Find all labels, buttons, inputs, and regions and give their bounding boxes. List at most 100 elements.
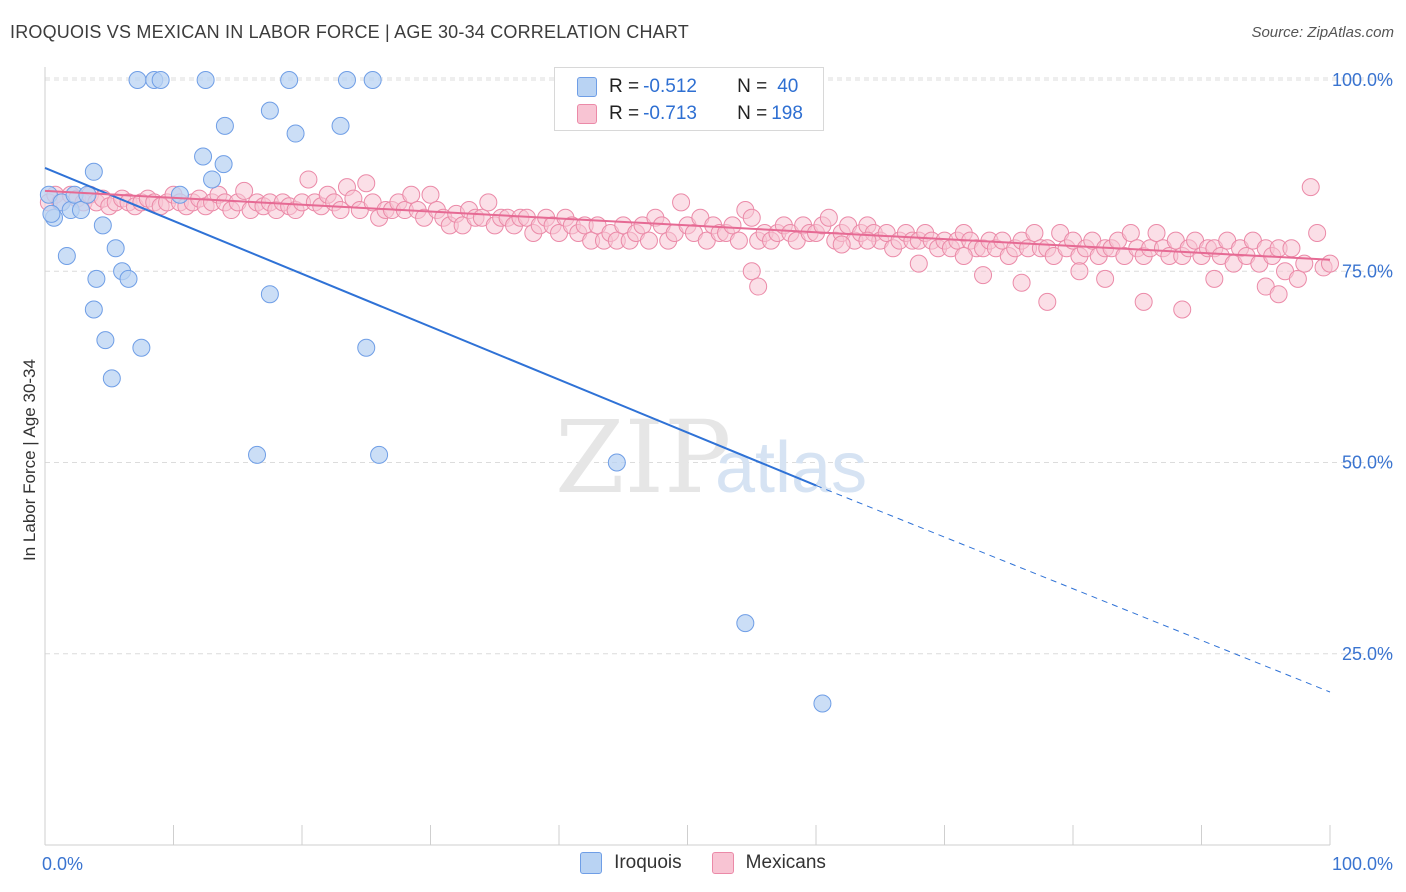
- tick-labels: 25.0% 50.0% 75.0% 100.0% 0.0% 100.0%: [42, 70, 1393, 874]
- iroquois-point: [370, 445, 389, 464]
- legend-label: Iroquois: [614, 852, 682, 873]
- trend-lines: [44, 167, 1331, 693]
- y-tick-label: 75.0%: [1342, 261, 1393, 281]
- iroquois-point: [286, 124, 305, 143]
- iroquois-point: [260, 101, 279, 120]
- grid-lines: [45, 77, 1395, 655]
- mexicans-point: [402, 185, 421, 204]
- legend-row-iroquois: R = -0.512 N = 40: [577, 75, 798, 99]
- mexicans-swatch: [711, 852, 734, 874]
- iroquois-trend-line: [44, 167, 817, 487]
- mexicans-point: [1308, 224, 1327, 242]
- iroquois-point: [248, 445, 267, 464]
- r-value: -0.512: [643, 76, 697, 97]
- mexicans-point: [1025, 224, 1044, 242]
- x-tick-label: 0.0%: [42, 854, 83, 874]
- x-tick-label: 100.0%: [1332, 854, 1393, 874]
- iroquois-trend-extension: [815, 484, 1331, 693]
- mexicans-point: [723, 216, 742, 235]
- n-label: N =: [737, 103, 768, 124]
- iroquois-point: [71, 201, 90, 220]
- chart-title: IROQUOIS VS MEXICAN IN LABOR FORCE | AGE…: [10, 22, 689, 42]
- mexicans-point: [1038, 292, 1057, 311]
- iroquois-point: [57, 246, 76, 265]
- iroquois-point: [357, 338, 376, 357]
- mexicans-point: [1301, 178, 1320, 197]
- mexicans-point: [749, 277, 768, 296]
- legend-item-iroquois[interactable]: Iroquois: [580, 852, 682, 874]
- n-label: N =: [737, 76, 768, 97]
- iroquois-point: [84, 300, 103, 319]
- mexicans-point: [954, 246, 973, 265]
- y-tick-label: 25.0%: [1342, 644, 1393, 664]
- y-tick-label: 50.0%: [1342, 453, 1393, 473]
- mexicans-point: [1012, 273, 1031, 292]
- mexicans-point: [974, 266, 993, 285]
- mexicans-point: [1205, 269, 1224, 288]
- iroquois-point: [214, 155, 233, 174]
- legend-row-mexicans: R = -0.713 N = 198: [577, 102, 803, 126]
- iroquois-point: [363, 71, 382, 89]
- series-legend: Iroquois Mexicans: [0, 852, 1406, 874]
- iroquois-point: [42, 204, 61, 223]
- iroquois-point: [106, 239, 125, 258]
- iroquois-point: [196, 71, 215, 89]
- iroquois-point: [280, 71, 299, 89]
- mexicans-point: [639, 231, 658, 250]
- iroquois-point: [102, 369, 121, 388]
- y-tick-label: 100.0%: [1332, 70, 1393, 90]
- mexicans-point: [1282, 239, 1301, 258]
- iroquois-point: [84, 162, 103, 181]
- legend-label: Mexicans: [745, 852, 826, 873]
- mexicans-point: [357, 174, 376, 193]
- iroquois-point: [203, 170, 222, 189]
- mexicans-point: [819, 208, 838, 227]
- mexicans-points: [39, 170, 1339, 319]
- iroquois-swatch: [577, 77, 597, 97]
- mexicans-swatch: [577, 104, 597, 124]
- iroquois-point: [331, 116, 350, 135]
- mexicans-point: [1321, 254, 1339, 273]
- iroquois-point: [119, 269, 138, 288]
- mexicans-point: [299, 170, 318, 189]
- mexicans-point: [1288, 269, 1307, 288]
- mexicans-point: [729, 231, 748, 250]
- iroquois-point: [215, 116, 234, 135]
- mexicans-point: [235, 181, 254, 200]
- iroquois-point: [736, 614, 755, 633]
- iroquois-point: [337, 71, 356, 89]
- iroquois-points: [39, 71, 832, 713]
- mexicans-point: [1147, 224, 1166, 242]
- legend-item-mexicans[interactable]: Mexicans: [711, 852, 826, 874]
- iroquois-point: [96, 331, 115, 350]
- mexicans-point: [1269, 285, 1288, 304]
- iroquois-point: [170, 185, 189, 204]
- mexicans-point: [742, 208, 761, 227]
- n-value: 198: [771, 103, 803, 124]
- watermark-zip: ZIP: [555, 399, 731, 516]
- mexicans-point: [832, 235, 851, 254]
- mexicans-point: [742, 262, 761, 281]
- mexicans-point: [1096, 269, 1115, 288]
- n-value: 40: [777, 76, 799, 97]
- r-label: R =: [609, 76, 640, 97]
- mexicans-point: [1070, 262, 1089, 281]
- iroquois-point: [813, 694, 832, 713]
- r-label: R =: [609, 103, 640, 124]
- source-credit: Source: ZipAtlas.com: [1251, 24, 1394, 41]
- iroquois-point: [87, 269, 106, 288]
- iroquois-point: [607, 453, 626, 472]
- mexicans-point: [421, 185, 440, 204]
- iroquois-point: [260, 285, 279, 304]
- iroquois-swatch: [580, 852, 603, 874]
- iroquois-point: [93, 216, 112, 235]
- mexicans-point: [479, 193, 498, 212]
- iroquois-point: [128, 71, 147, 89]
- mexicans-point: [1134, 292, 1153, 311]
- mexicans-point: [1121, 224, 1140, 242]
- mexicans-trend-line: [44, 189, 1331, 261]
- mexicans-point: [1173, 300, 1192, 319]
- mexicans-point: [909, 254, 928, 273]
- iroquois-point: [151, 71, 170, 89]
